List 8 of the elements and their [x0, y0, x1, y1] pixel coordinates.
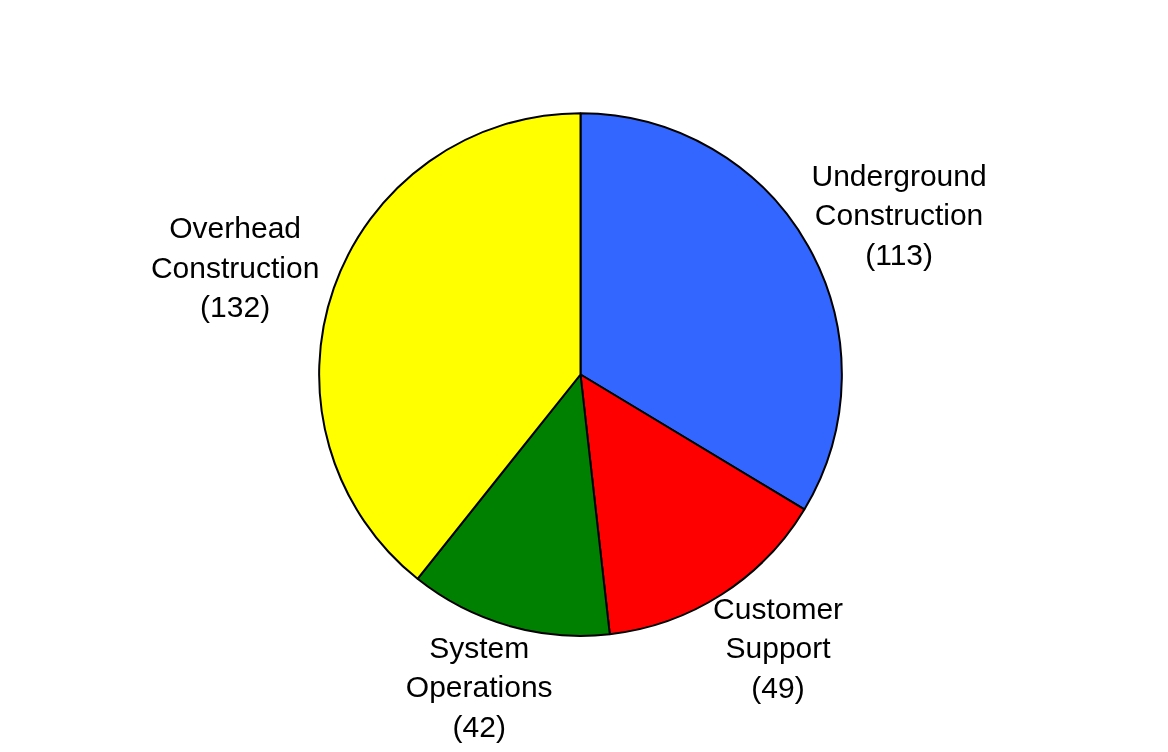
slice-label: Overhead Construction [150, 211, 320, 284]
slice-label: Customer Support [713, 591, 844, 665]
data-label: (132) [200, 290, 271, 324]
data-label: (42) [452, 709, 506, 743]
data-label: (113) [865, 237, 933, 271]
slice-label: Underground Construction [811, 158, 987, 232]
slice-label: System Operations [405, 630, 553, 704]
data-label: (49) [751, 671, 805, 705]
